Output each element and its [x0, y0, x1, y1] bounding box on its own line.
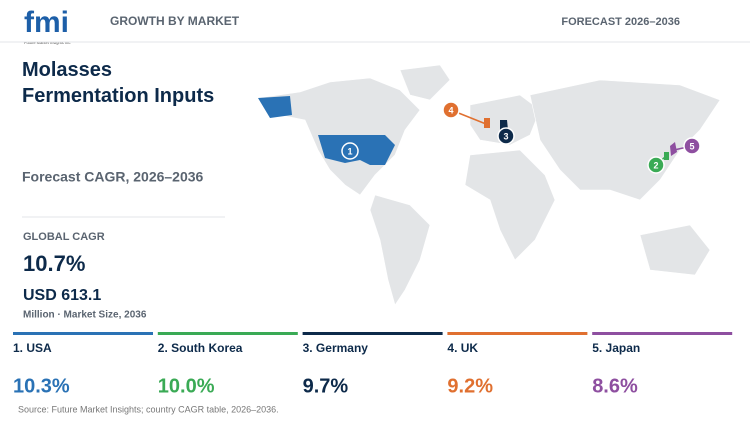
country-label: 4. UK: [447, 341, 478, 355]
world-map: [257, 64, 721, 306]
column-bar: [592, 332, 733, 335]
country-label: 3. Germany: [303, 341, 369, 355]
marker: [683, 137, 701, 155]
market-size: USD 613.1: [23, 287, 101, 304]
country-shape: [670, 142, 677, 156]
country-value: 10.3%: [13, 375, 70, 397]
country-label: 1. USA: [13, 341, 52, 355]
global-value: 10.7%: [23, 251, 85, 276]
marker-label: 5: [689, 141, 694, 151]
map-markers: 1 2 3 4 5: [341, 101, 701, 174]
source: Source: Future Market Insights; country …: [18, 404, 279, 414]
column-bar: [302, 332, 443, 335]
marker-label: 3: [503, 131, 508, 141]
forecast-label: FORECAST 2026–2036: [561, 16, 680, 28]
country-value: 10.0%: [158, 375, 215, 397]
country-shape: [664, 152, 669, 160]
country-shape: [258, 96, 292, 118]
column-bar: [13, 332, 153, 335]
country-value: 9.2%: [447, 375, 493, 397]
column-bar: [447, 332, 588, 335]
global-label: GLOBAL CAGR: [23, 231, 105, 243]
marker-label: 1: [347, 146, 352, 156]
marker-label: 2: [653, 160, 658, 170]
country-value: 8.6%: [592, 375, 638, 397]
column-bar: [157, 332, 298, 335]
country-label: 2. South Korea: [158, 341, 243, 355]
marker: [497, 127, 515, 145]
logo: fmi: [24, 6, 69, 39]
country-columns: 1. USA 10.3% 2. South Korea 10.0% 3. Germany…: [13, 332, 733, 397]
title: Molasses Fermentation Inputs: [22, 59, 214, 107]
logo-tagline: Future Market Insights Inc.: [24, 40, 71, 45]
section-label: GROWTH BY MARKET: [110, 14, 240, 28]
subtitle: Forecast CAGR, 2026–2036: [22, 169, 204, 185]
country-shape: [484, 118, 490, 128]
market-size-note: Million · Market Size, 2036: [23, 310, 147, 321]
country-value: 9.7%: [303, 375, 349, 397]
marker: [442, 101, 460, 119]
country-label: 5. Japan: [592, 341, 640, 355]
marker-label: 4: [448, 105, 453, 115]
marker: [647, 156, 665, 174]
marker: [341, 142, 359, 160]
